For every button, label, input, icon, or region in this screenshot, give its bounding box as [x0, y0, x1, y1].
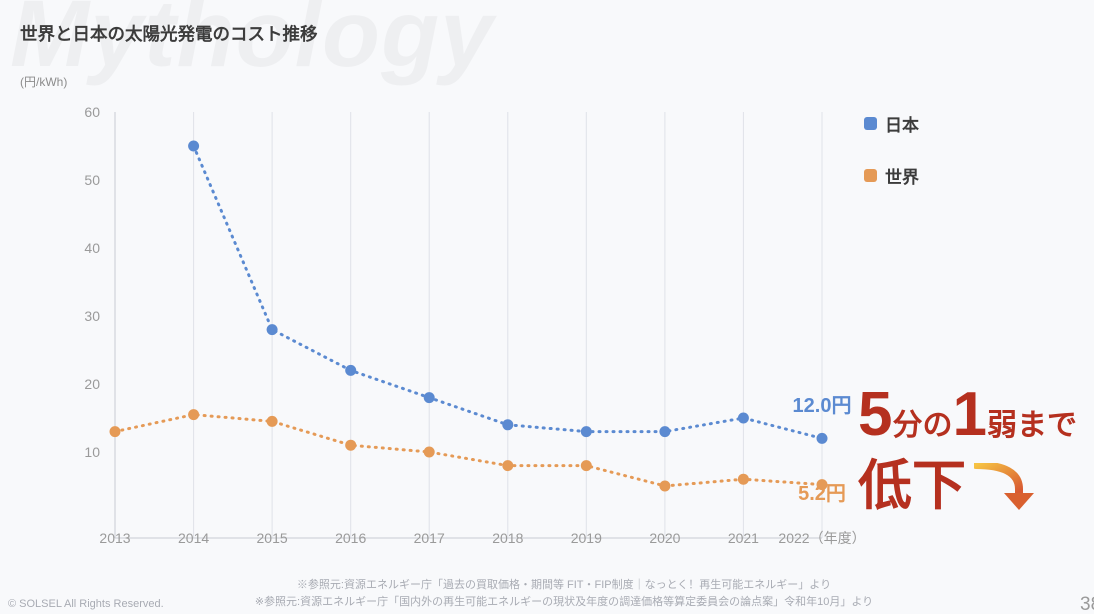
svg-text:2021: 2021	[728, 530, 759, 546]
svg-text:20: 20	[84, 376, 100, 392]
svg-text:50: 50	[84, 172, 100, 188]
svg-text:40: 40	[84, 240, 100, 256]
svg-text:2015: 2015	[257, 530, 288, 546]
svg-text:2016: 2016	[335, 530, 366, 546]
svg-text:2013: 2013	[99, 530, 130, 546]
svg-text:60: 60	[84, 104, 100, 120]
svg-text:2014: 2014	[178, 530, 209, 546]
svg-text:30: 30	[84, 308, 100, 324]
svg-text:12.0円: 12.0円	[793, 395, 852, 417]
svg-text:2019: 2019	[571, 530, 602, 546]
svg-text:2020: 2020	[649, 530, 680, 546]
svg-text:2018: 2018	[492, 530, 523, 546]
svg-text:2022（年度）: 2022（年度）	[778, 530, 865, 546]
svg-text:10: 10	[84, 444, 100, 460]
svg-text:5.2円: 5.2円	[798, 483, 846, 505]
svg-text:2017: 2017	[414, 530, 445, 546]
